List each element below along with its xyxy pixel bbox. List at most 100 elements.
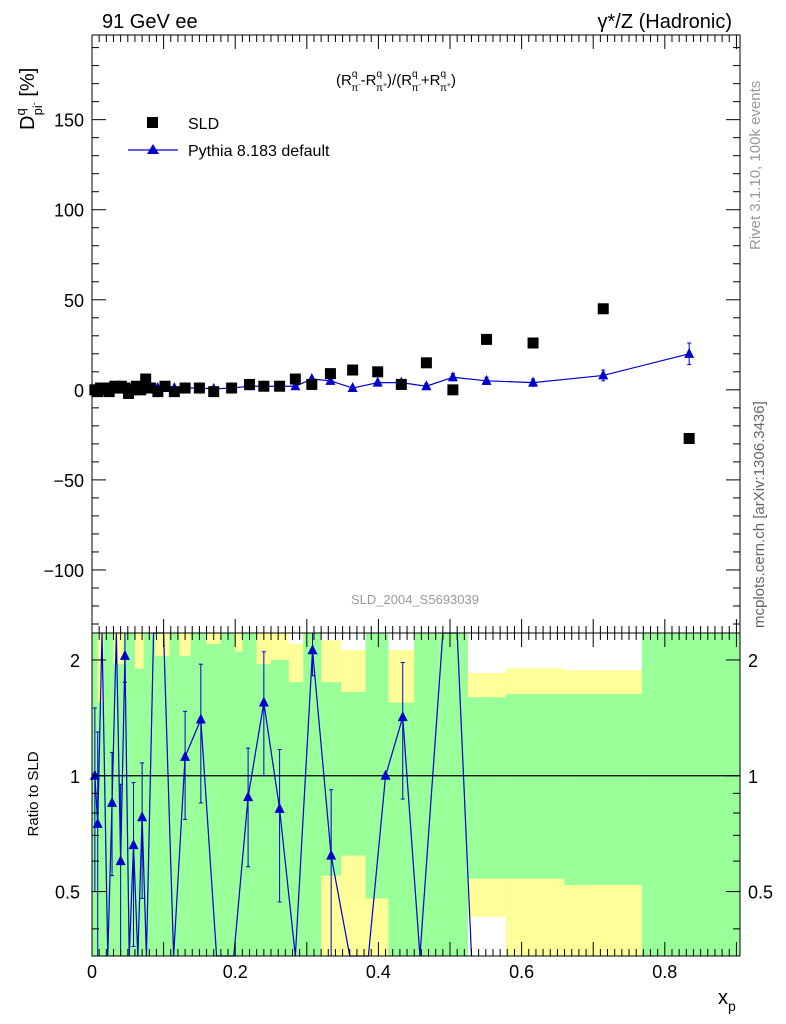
main-ytick-label-5: 150 bbox=[54, 111, 84, 131]
f-f2: π bbox=[440, 83, 447, 94]
band-green-15 bbox=[256, 664, 272, 956]
sld-point-21 bbox=[193, 382, 205, 394]
f-g2: + bbox=[447, 82, 451, 89]
ratio-ytick-label-1: 1 bbox=[70, 767, 80, 787]
f-b2: q bbox=[376, 69, 382, 80]
band-green-28 bbox=[641, 633, 740, 956]
f-j: ) bbox=[451, 72, 456, 89]
pythia-point-37 bbox=[598, 369, 609, 380]
f-h: )/(R bbox=[387, 72, 412, 89]
ratio-point-9 bbox=[128, 839, 139, 850]
mcplots-label: mcplots.cern.ch [arXiv:1306.3436] bbox=[751, 401, 768, 628]
sld-point-20 bbox=[179, 382, 191, 394]
ratio-point-7 bbox=[119, 649, 130, 660]
ylabel-sup: q bbox=[13, 108, 28, 115]
f-b4: q bbox=[440, 69, 446, 80]
ratio-point-17 bbox=[195, 713, 206, 724]
xtick-label-2: 0.4 bbox=[366, 962, 391, 982]
band-green-6 bbox=[143, 633, 156, 956]
sld-point-35 bbox=[481, 333, 493, 345]
axis-tick-labels: 0 0.2 0.4 0.6 0.8 −100 −50 0 50 100 150 0.5 0.5 1 1 2 2 bbox=[43, 111, 773, 982]
f-b: q bbox=[352, 69, 358, 80]
ylabel-sub: pi bbox=[30, 105, 45, 115]
sld-point-22 bbox=[208, 386, 220, 398]
pythia-point-33 bbox=[421, 380, 432, 391]
ratio-point-29 bbox=[397, 711, 408, 722]
legend: SLD Pythia 8.183 default bbox=[128, 116, 330, 160]
ratio-line bbox=[94, 632, 473, 957]
pythia-point-38 bbox=[684, 347, 695, 358]
main-ytick-label-4: 100 bbox=[54, 201, 84, 221]
main-ytick-label-3: 50 bbox=[64, 291, 84, 311]
sld-point-32 bbox=[395, 378, 407, 390]
f-f: π bbox=[376, 83, 383, 94]
sld-point-14 bbox=[135, 384, 147, 396]
main-ytick-label-2: 0 bbox=[74, 381, 84, 401]
pythia-point-30 bbox=[347, 382, 358, 393]
band-green-20 bbox=[341, 692, 366, 856]
main-ytick-label-0: −100 bbox=[43, 561, 84, 581]
band-green-25 bbox=[467, 697, 506, 879]
band-green-5 bbox=[134, 668, 144, 956]
sld-point-24 bbox=[244, 378, 256, 390]
main-series bbox=[89, 303, 695, 444]
main-ylabel: Dq pi- [%] bbox=[13, 68, 45, 130]
legend-sld-label: SLD bbox=[188, 116, 219, 133]
ratio-point-24 bbox=[307, 644, 318, 655]
band-green-3 bbox=[113, 664, 124, 956]
pythia-point-31 bbox=[372, 376, 383, 387]
header-right-title: γ*/Z (Hadronic) bbox=[598, 11, 732, 33]
f-a: (R bbox=[336, 72, 352, 89]
ratio-point-11 bbox=[137, 811, 148, 822]
legend-sld-marker bbox=[147, 117, 158, 128]
pythia-point-35 bbox=[481, 374, 492, 385]
f-d2: - bbox=[419, 82, 422, 89]
sld-point-16 bbox=[145, 382, 157, 394]
band-green-22 bbox=[388, 702, 415, 956]
xtick-label-1: 0.2 bbox=[223, 962, 248, 982]
axis-ticks bbox=[91, 35, 740, 956]
ratio-ytick-label-right-2: 2 bbox=[748, 651, 758, 671]
header-left-title: 91 GeV ee bbox=[102, 11, 198, 33]
f-c: π bbox=[351, 83, 358, 94]
band-green-10 bbox=[190, 633, 207, 956]
xtick-label-4: 0.8 bbox=[652, 962, 677, 982]
xtick-label-0: 0 bbox=[87, 962, 97, 982]
analysis-watermark: SLD_2004_S5693039 bbox=[351, 592, 479, 607]
legend-pythia-label: Pythia 8.183 default bbox=[188, 143, 330, 160]
ratio-point-25 bbox=[326, 849, 337, 860]
ratio-point-1 bbox=[92, 817, 103, 828]
sld-point-31 bbox=[372, 366, 384, 378]
plot-frames bbox=[91, 34, 741, 957]
ratio-ytick-label-right-1: 1 bbox=[748, 767, 758, 787]
sld-point-27 bbox=[289, 373, 301, 385]
sld-point-34 bbox=[447, 384, 459, 396]
band-green-8 bbox=[169, 633, 180, 956]
xlabel: xp bbox=[718, 987, 736, 1014]
sld-point-23 bbox=[226, 382, 238, 394]
band-green-11 bbox=[206, 644, 221, 956]
pythia-point-27 bbox=[290, 380, 301, 391]
band-green-13 bbox=[235, 651, 243, 956]
ylabel-unit: [%] bbox=[17, 68, 39, 102]
ratio-point-21 bbox=[258, 696, 269, 707]
band-green-12 bbox=[220, 633, 236, 956]
ratio-point-22 bbox=[274, 802, 285, 813]
ratio-ytick-label-0: 0.5 bbox=[55, 883, 80, 903]
ratio-point-4 bbox=[107, 796, 118, 807]
ratio-point-28 bbox=[380, 769, 391, 780]
band-green-21 bbox=[365, 633, 389, 899]
band-green-26 bbox=[505, 694, 565, 879]
ratio-series bbox=[89, 632, 473, 957]
sld-point-33 bbox=[420, 357, 432, 369]
ratio-ytick-label-right-0: 0.5 bbox=[748, 883, 773, 903]
pythia-point-36 bbox=[528, 376, 539, 387]
f-c2: π bbox=[412, 83, 419, 94]
ratio-point-6 bbox=[115, 855, 126, 866]
band-green-7 bbox=[155, 655, 170, 956]
sld-point-36 bbox=[527, 337, 539, 349]
ratio-point-16 bbox=[180, 750, 191, 761]
rivet-label: Rivet 3.1.10, 100k events bbox=[747, 81, 764, 250]
